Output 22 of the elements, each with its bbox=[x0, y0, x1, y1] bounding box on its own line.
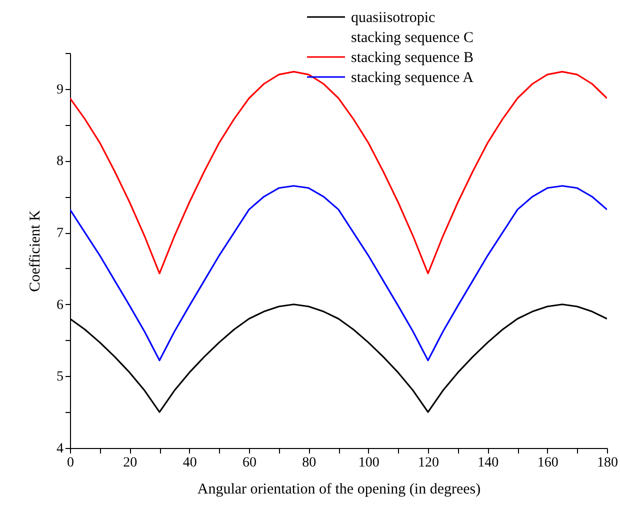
x-tick-label: 60 bbox=[242, 456, 256, 470]
y-tick-label: 5 bbox=[56, 370, 64, 385]
x-tick-label: 180 bbox=[597, 456, 618, 470]
legend-label: stacking sequence B bbox=[351, 50, 474, 66]
line-series bbox=[70, 185, 607, 362]
y-tick-label: 7 bbox=[56, 226, 64, 242]
x-tick-label: 40 bbox=[182, 456, 197, 470]
x-tick-label: 20 bbox=[123, 456, 138, 470]
x-tick-label: 160 bbox=[537, 456, 558, 470]
legend-label: stacking sequence A bbox=[351, 70, 474, 86]
x-axis-title: Angular orientation of the opening (in degrees) bbox=[197, 482, 481, 498]
y-tick-label: 4 bbox=[56, 442, 64, 456]
line-series bbox=[70, 70, 607, 274]
x-tick-label: 120 bbox=[418, 456, 439, 470]
x-tick-label: 140 bbox=[478, 456, 499, 470]
y-axis-title: Coefficient K bbox=[28, 210, 44, 292]
y-tick-label: 6 bbox=[56, 298, 64, 313]
y-tick-label: 9 bbox=[56, 82, 64, 98]
x-tick-label: 80 bbox=[302, 456, 316, 470]
x-tick-label: 100 bbox=[358, 456, 380, 470]
x-tick-label: 0 bbox=[67, 456, 74, 470]
y-tick-label: 8 bbox=[56, 154, 64, 170]
